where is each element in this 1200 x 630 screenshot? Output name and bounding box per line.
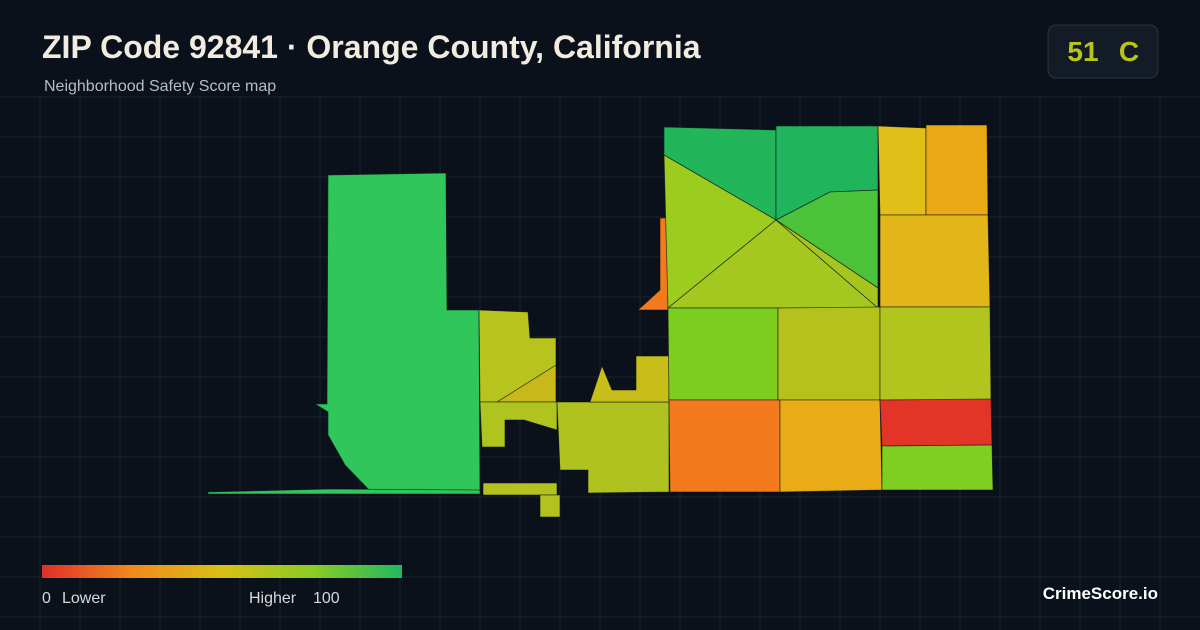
map-area: [881, 444, 994, 491]
map: [207, 124, 994, 518]
map-area: [207, 488, 481, 495]
map-area: [879, 306, 992, 401]
legend-max-label: Higher: [249, 590, 297, 607]
map-area: [775, 219, 879, 309]
map-area: [668, 399, 781, 493]
legend-max: 100: [313, 590, 340, 607]
score-grade: C: [1119, 36, 1139, 67]
map-area: [539, 494, 561, 518]
map-area: [925, 124, 989, 216]
legend-min: 0: [42, 590, 51, 607]
score-value: 51: [1067, 36, 1098, 67]
map-area: [879, 214, 991, 308]
map-area: [877, 125, 927, 216]
map-area: [313, 172, 481, 494]
map-area: [779, 399, 883, 493]
score-badge: [1047, 24, 1159, 79]
subtitle: Neighborhood Safety Score map: [44, 78, 276, 95]
map-area: [667, 307, 779, 401]
map-area: [879, 398, 993, 447]
title: ZIP Code 92841 · Orange County, Californ…: [42, 29, 701, 65]
brand: CrimeScore.io: [1043, 584, 1158, 603]
legend-scale: [42, 565, 402, 578]
map-area: [777, 306, 881, 401]
legend-min-label: Lower: [62, 590, 106, 607]
map-area: [482, 482, 558, 496]
